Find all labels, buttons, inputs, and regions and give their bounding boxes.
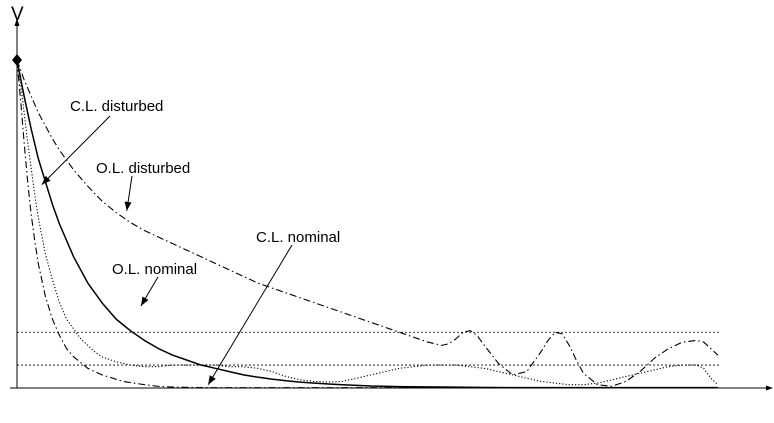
series-line-o-l-disturbed (16, 59, 719, 387)
series-line-o-l-nominal (16, 59, 718, 389)
annotation-arrowhead-o-l-disturbed (124, 201, 132, 211)
annotation-label-cl-nominal: C.L. nominal (256, 229, 340, 246)
annotation-arrowhead-c-l-disturbed (41, 175, 51, 185)
annotation-arrow-c-l-nominal (207, 244, 293, 385)
annotation-arrowhead-c-l-nominal (208, 375, 216, 385)
y-axis-arrow (14, 18, 20, 26)
annotation-arrow-c-l-disturbed (41, 115, 111, 185)
annotation-label-cl-disturbed: C.L. disturbed (70, 98, 163, 115)
series-line-c-l-disturbed (16, 59, 719, 386)
reference-lines (17, 331, 720, 366)
series-line-c-l-nominal (16, 59, 718, 389)
series-layer (16, 59, 719, 389)
x-axis-arrow (766, 385, 773, 391)
annotation-label-ol-nominal: O.L. nominal (112, 261, 197, 278)
annotation-arrowhead-o-l-nominal (140, 296, 149, 306)
markers (12, 54, 22, 66)
y-axis-label: V (11, 4, 24, 25)
initial-point-marker (12, 54, 22, 66)
annotation-label-ol-disturbed: O.L. disturbed (96, 160, 190, 177)
annotations: C.L. disturbed O.L. disturbed O.L. nomin… (41, 98, 340, 385)
